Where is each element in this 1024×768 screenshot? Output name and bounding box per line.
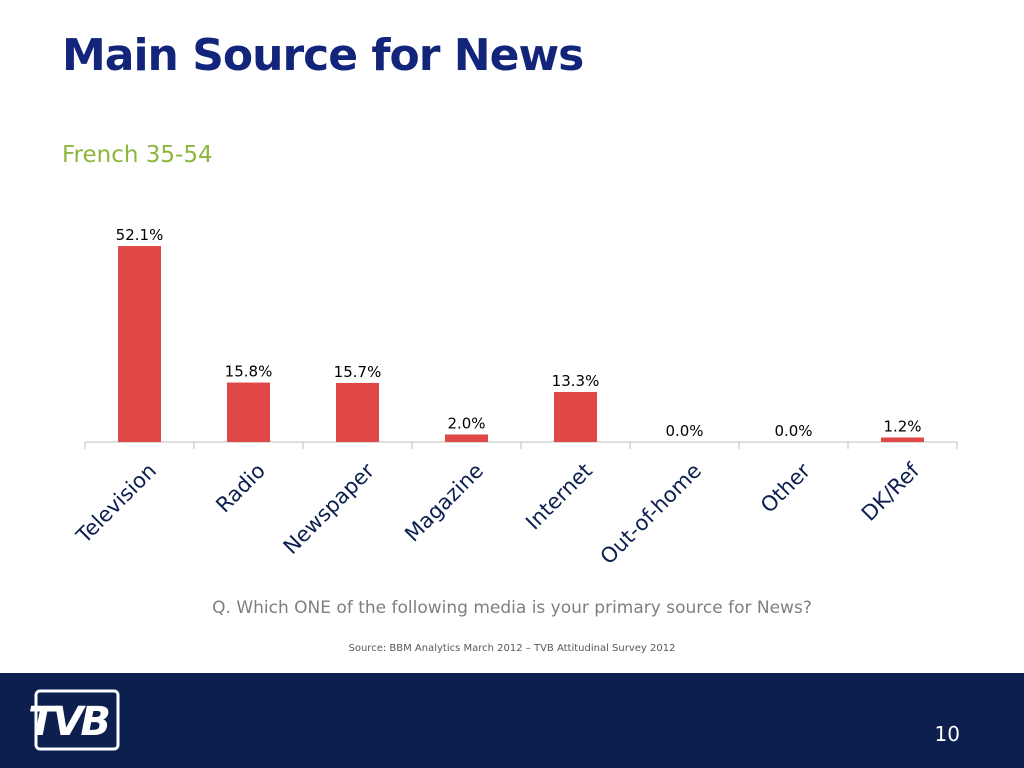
- page-number: 10: [934, 722, 960, 746]
- data-label: 0.0%: [665, 422, 703, 440]
- logo-text: TVB: [28, 699, 108, 745]
- data-label: 1.2%: [883, 417, 921, 435]
- category-label: Internet: [521, 459, 597, 535]
- data-label: 15.7%: [334, 363, 382, 381]
- tvb-logo: TVB: [28, 689, 120, 751]
- category-label: Newspaper: [279, 458, 380, 559]
- bar-chart: 52.1% Television 15.8% Radio 15.7% Newspaper 2…: [71, 226, 958, 569]
- source-note: Source: BBM Analytics March 2012 – TVB A…: [348, 643, 676, 654]
- data-label: 2.0%: [447, 414, 485, 432]
- slide-subtitle: French 35-54: [62, 142, 213, 168]
- category-label: Out-of-home: [596, 459, 706, 569]
- footer-bar: TVB 10: [0, 673, 1024, 768]
- bar-internet: [554, 391, 597, 442]
- category-label: Television: [71, 459, 161, 549]
- bar-television: [118, 246, 161, 442]
- survey-question: Q. Which ONE of the following media is y…: [212, 598, 812, 618]
- data-label: 15.8%: [225, 363, 273, 381]
- category-label: Other: [756, 458, 815, 517]
- bar-newspaper: [336, 382, 379, 442]
- data-label: 13.3%: [552, 372, 600, 390]
- bar-magazine: [445, 434, 488, 442]
- category-label: DK/Ref: [857, 458, 925, 526]
- category-label: Radio: [211, 459, 270, 518]
- category-label: Magazine: [400, 459, 488, 547]
- bar-dk-ref: [881, 437, 924, 442]
- slide-title: Main Source for News: [62, 30, 584, 81]
- data-label: 52.1%: [116, 226, 164, 244]
- data-label: 0.0%: [774, 422, 812, 440]
- bar-radio: [227, 382, 270, 442]
